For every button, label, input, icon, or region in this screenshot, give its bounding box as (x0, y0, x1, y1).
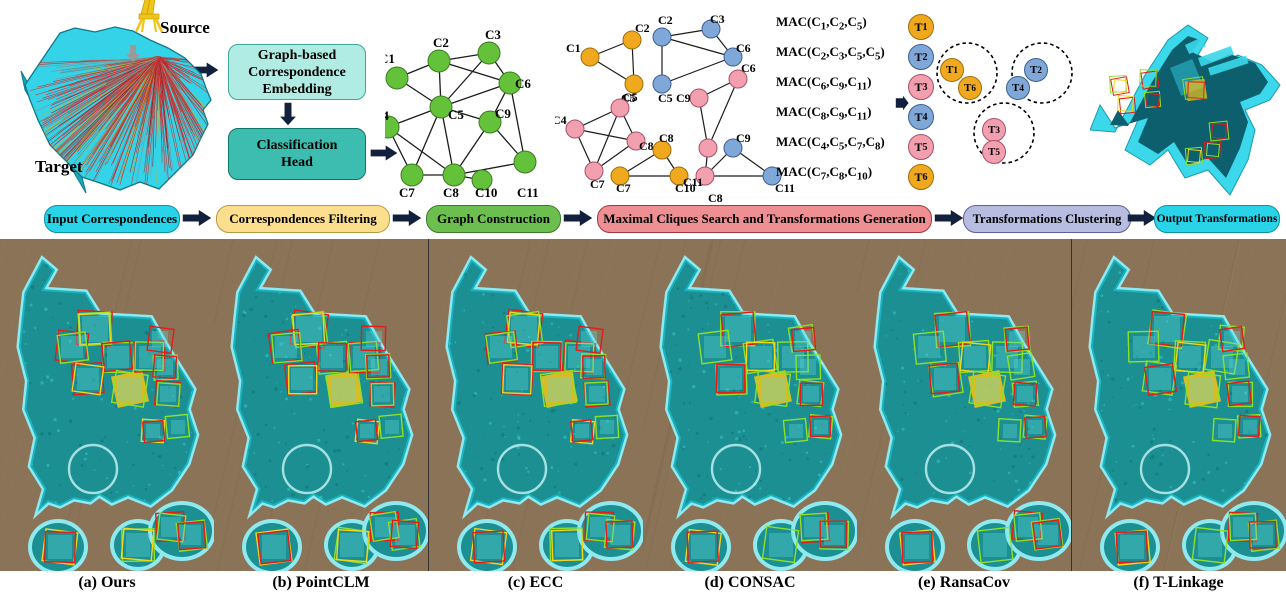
svg-text:C2: C2 (433, 35, 449, 50)
svg-text:C3: C3 (710, 12, 725, 26)
svg-text:C6: C6 (515, 76, 531, 91)
svg-text:C8: C8 (708, 191, 723, 205)
svg-text:C5: C5 (658, 91, 673, 105)
svg-text:C5: C5 (448, 107, 464, 122)
svg-text:C11: C11 (517, 185, 539, 200)
svg-text:Target: Target (35, 157, 83, 176)
svg-text:C8: C8 (443, 185, 459, 200)
svg-text:C10: C10 (475, 185, 497, 200)
svg-text:C4: C4 (385, 108, 389, 123)
svg-text:C8: C8 (659, 131, 674, 145)
svg-text:C3: C3 (485, 27, 501, 42)
svg-text:C11: C11 (683, 175, 703, 189)
svg-text:C8: C8 (639, 139, 654, 153)
svg-text:C1: C1 (385, 51, 395, 66)
svg-text:C7: C7 (616, 181, 631, 195)
svg-text:C1: C1 (566, 41, 581, 55)
svg-text:C7: C7 (399, 185, 415, 200)
svg-text:C6: C6 (741, 61, 756, 75)
svg-text:Source: Source (160, 18, 210, 37)
svg-text:C9: C9 (736, 131, 751, 145)
svg-text:C7: C7 (590, 177, 605, 191)
svg-text:C2: C2 (658, 13, 673, 27)
svg-text:C9: C9 (676, 91, 691, 105)
svg-text:C2: C2 (635, 21, 650, 35)
svg-text:C4: C4 (555, 113, 567, 127)
svg-text:C9: C9 (495, 106, 511, 121)
svg-text:C6: C6 (736, 41, 751, 55)
svg-text:C5: C5 (623, 90, 638, 104)
